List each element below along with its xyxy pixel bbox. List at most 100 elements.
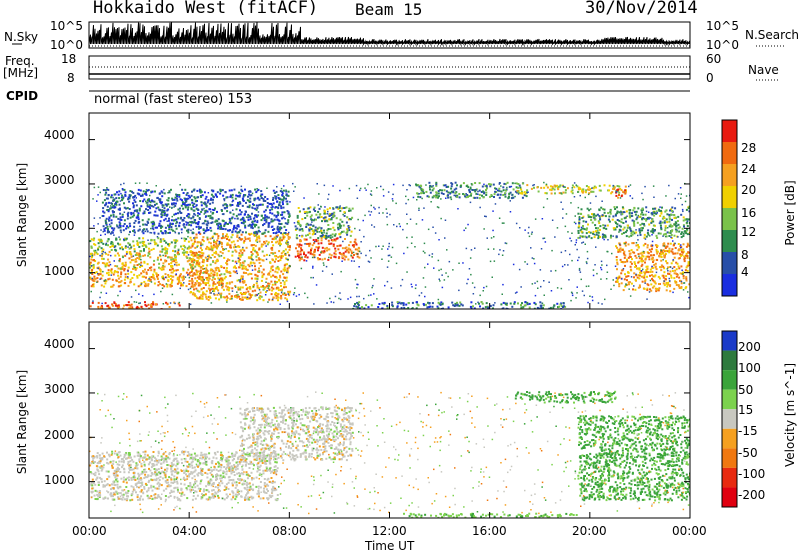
power-cell <box>113 301 116 304</box>
power-cell <box>663 284 666 287</box>
power-cell <box>541 302 544 305</box>
power-cell <box>678 267 681 270</box>
power-cell <box>444 219 447 221</box>
power-cell <box>277 287 280 290</box>
power-cell <box>462 193 465 195</box>
power-cell <box>657 289 660 292</box>
power-cell <box>655 248 658 251</box>
power-cell <box>685 286 688 289</box>
power-cell <box>246 205 249 208</box>
power-cell <box>582 188 585 191</box>
velocity-cell <box>105 484 108 487</box>
power-cell <box>545 184 548 187</box>
power-cell <box>203 282 206 285</box>
power-cell <box>129 281 132 284</box>
power-cell <box>397 302 400 305</box>
power-cell <box>610 288 612 290</box>
power-cell <box>192 228 194 230</box>
power-cell <box>324 206 326 208</box>
power-cell <box>110 254 112 257</box>
power-cell <box>194 282 197 285</box>
power-cell <box>176 269 179 271</box>
power-cell <box>258 203 261 206</box>
power-cell <box>92 300 94 302</box>
power-cell <box>657 232 660 235</box>
power-cell <box>187 235 189 238</box>
power-cell <box>252 259 254 261</box>
power-cell <box>354 303 356 306</box>
power-cell <box>113 198 116 200</box>
power-cell <box>270 293 273 296</box>
power-cell <box>314 232 317 235</box>
power-cell <box>344 250 347 253</box>
power-cell <box>178 301 181 304</box>
power-cell <box>329 228 332 230</box>
power-cell <box>556 302 559 305</box>
power-cell <box>597 227 600 230</box>
power-cell <box>170 264 172 267</box>
power-cell <box>540 306 543 309</box>
power-cell <box>659 220 662 223</box>
power-cell <box>153 282 156 285</box>
power-cell <box>258 287 260 290</box>
power-cell <box>140 305 143 308</box>
power-cell <box>431 256 433 258</box>
power-cell <box>183 277 185 280</box>
power-cell <box>173 206 175 208</box>
power-cell <box>329 234 332 237</box>
power-cell <box>578 256 580 259</box>
power-cell <box>400 302 402 305</box>
power-cell <box>421 219 424 221</box>
power-cell <box>140 258 142 261</box>
power-cell <box>163 214 166 217</box>
power-cell <box>250 258 253 260</box>
power-cell <box>163 265 166 268</box>
power-cell <box>465 185 468 188</box>
power-cell <box>539 304 542 307</box>
power-cell <box>146 205 149 208</box>
power-cell <box>292 293 295 296</box>
power-cell <box>178 224 181 227</box>
power-cell <box>348 244 351 247</box>
power-cell <box>102 215 105 217</box>
power-cell <box>179 211 182 214</box>
power-cell <box>682 232 685 235</box>
power-cell <box>95 271 98 274</box>
power-cell <box>260 285 263 288</box>
power-cell <box>258 289 261 291</box>
power-cell <box>381 248 383 250</box>
power-cell <box>687 262 690 265</box>
power-cell <box>202 229 205 232</box>
power-cell <box>256 284 259 287</box>
power-cell <box>417 192 420 195</box>
power-cell <box>341 247 344 250</box>
power-cell <box>169 222 172 225</box>
power-cell <box>107 304 110 307</box>
power-cell <box>334 253 337 256</box>
power-cell <box>659 232 662 235</box>
power-cell <box>175 255 177 258</box>
power-cell <box>595 186 597 189</box>
power-cell <box>168 244 171 247</box>
power-cell <box>188 223 191 226</box>
power-cell <box>246 296 249 298</box>
power-cell <box>235 262 238 265</box>
power-cell <box>255 282 258 285</box>
power-cell <box>621 278 623 280</box>
power-cell <box>603 211 606 214</box>
power-cell <box>242 264 245 267</box>
power-cell <box>279 276 282 279</box>
power-cell <box>100 306 103 309</box>
power-cell <box>123 219 126 222</box>
power-cell <box>254 214 257 217</box>
power-cell <box>140 261 143 264</box>
power-cell <box>373 226 376 228</box>
power-cell <box>99 278 101 280</box>
power-cell <box>226 260 229 263</box>
power-cell <box>154 210 157 213</box>
power-cell <box>682 235 685 237</box>
power-cell <box>283 264 286 267</box>
power-cell <box>285 229 288 232</box>
power-cell <box>181 248 184 250</box>
power-cell <box>678 287 681 289</box>
